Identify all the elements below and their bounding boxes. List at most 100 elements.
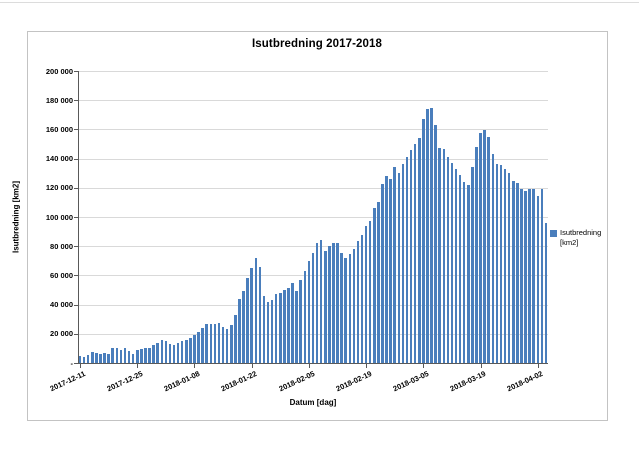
bar [413,144,417,363]
bar [458,174,462,363]
bar [528,188,531,363]
legend-swatch-icon [550,230,557,237]
bar [160,340,164,363]
bar [135,349,139,363]
gridline [78,129,548,131]
bar [221,326,225,363]
bar [123,348,127,363]
gridline [78,71,548,72]
bar [491,154,495,363]
legend-label: Isutbredning [km2] [560,228,602,247]
y-axis-tick [74,363,78,364]
x-axis-tick [194,364,196,368]
x-axis-title: Datum [dag] [289,398,337,407]
bar [291,282,294,363]
bar [144,347,147,363]
bar [95,352,98,363]
y-axis-tick [74,100,78,102]
bar [274,294,278,363]
bar [176,343,180,363]
bar [536,195,540,363]
bar [119,349,123,363]
y-axis-line [78,71,79,364]
bar [205,324,208,363]
y-axis-tick [74,187,78,189]
bar [434,125,437,363]
plot-area [78,71,548,363]
bar [340,252,343,363]
bar [82,357,86,363]
bar [397,173,401,363]
bar [487,136,490,363]
gridline [78,217,548,218]
bar [250,268,253,363]
bar [262,295,266,363]
bar [426,108,429,363]
bar [168,344,172,363]
bar [479,133,482,363]
bar [189,338,192,363]
y-tick-label: 40 000 [50,300,73,310]
y-axis-tick [74,304,78,306]
bar [393,167,396,363]
bar [86,354,90,363]
bar [405,157,409,363]
bar [193,335,196,363]
y-axis-tick [74,129,78,131]
bar [442,149,446,363]
bar [467,184,470,363]
bar [91,352,94,363]
bar [409,149,413,363]
x-axis-tick [80,364,82,368]
bar [422,119,425,363]
x-axis-tick [366,364,368,368]
bar [103,352,106,363]
bar [197,332,200,363]
bar [524,190,527,363]
bar [115,348,119,363]
chart-title: Isutbredning 2017-2018 [251,38,383,50]
bar [99,353,102,363]
bar [471,167,474,363]
bar [127,351,131,363]
y-axis-tick [74,246,78,248]
gridline [78,187,548,189]
bar [299,279,302,363]
bar [417,138,421,363]
bar [201,327,204,363]
bar [185,339,188,363]
bar [164,341,168,363]
bar [303,271,307,363]
bar [348,254,352,363]
y-axis-title: Isutbredning [km2] [11,180,21,254]
bar [111,348,114,363]
bar [328,246,331,363]
bar [532,189,535,363]
bar [430,108,433,363]
bar [229,325,233,363]
bar [140,349,143,363]
y-tick-label: 20 000 [50,329,73,339]
bar [483,130,486,363]
y-tick-label: 80 000 [50,241,73,251]
bar [332,243,335,363]
bar [295,291,298,363]
bar [356,241,360,363]
bar [438,148,441,363]
y-tick-label: 120 000 [45,183,73,193]
bar [352,249,356,363]
y-tick-label: 200 000 [45,66,73,76]
bar [307,260,311,363]
bar [454,168,458,363]
gridline [78,246,548,248]
x-axis-tick [251,364,253,368]
y-tick-label: 140 000 [45,154,73,164]
bar [225,329,229,363]
bar [287,287,290,363]
y-tick-label: 100 000 [45,212,73,222]
bar [446,157,450,363]
bar [172,344,176,363]
bar [511,180,515,363]
bar [213,324,217,363]
bar [152,345,155,363]
